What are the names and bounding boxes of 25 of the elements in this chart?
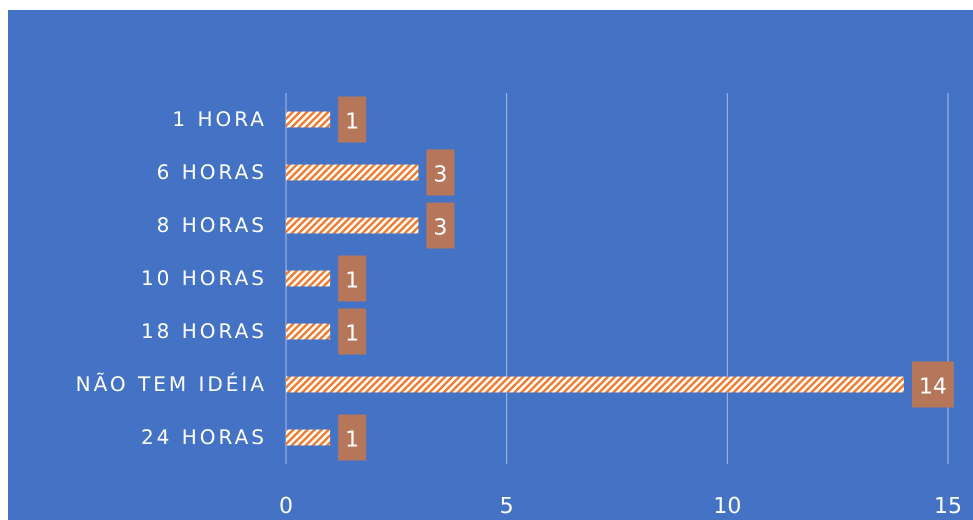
data-label: 1 bbox=[345, 428, 360, 452]
x-tick-label: 10 bbox=[713, 494, 742, 519]
data-label: 3 bbox=[433, 216, 448, 240]
y-tick-label: 6 HORAS bbox=[156, 160, 267, 184]
x-tick-label: 0 bbox=[279, 494, 293, 519]
bar bbox=[286, 112, 330, 128]
y-tick-label: 1 HORA bbox=[172, 106, 267, 131]
y-tick-label: 24 HORAS bbox=[140, 424, 267, 449]
x-tick-label: 5 bbox=[500, 494, 514, 519]
y-tick-label: 10 HORAS bbox=[140, 266, 267, 290]
bar bbox=[286, 324, 330, 340]
data-label: 3 bbox=[433, 162, 448, 188]
x-tick-label: 15 bbox=[934, 494, 962, 519]
bar bbox=[286, 430, 330, 446]
bar bbox=[286, 218, 418, 234]
y-tick-label: 18 HORAS bbox=[140, 318, 267, 343]
bar bbox=[286, 376, 904, 392]
data-label: 14 bbox=[918, 374, 947, 400]
y-tick-label: 8 HORAS bbox=[156, 212, 267, 237]
data-label: 1 bbox=[345, 322, 360, 346]
bar bbox=[286, 164, 418, 180]
bar bbox=[286, 270, 330, 286]
y-tick-label: NÃO TEM IDÉIA bbox=[76, 372, 267, 396]
data-label: 1 bbox=[345, 268, 360, 294]
data-label: 1 bbox=[345, 110, 360, 134]
